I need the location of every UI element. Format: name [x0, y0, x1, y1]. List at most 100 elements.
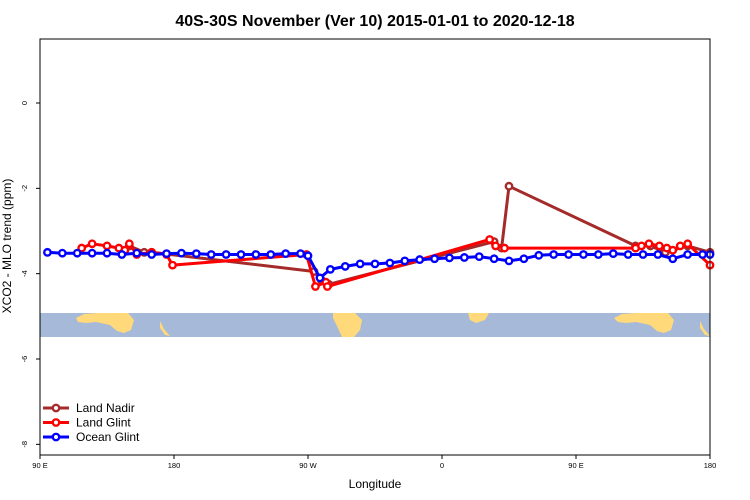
land-glint-point: [637, 241, 646, 251]
x-axis-label: Longitude: [349, 477, 402, 491]
y-tick-label: -6: [20, 356, 29, 363]
y-axis-label: XCO2 - MLO trend (ppm): [0, 179, 14, 314]
ocean-glint-point: [266, 250, 276, 259]
ocean-glint-point: [72, 248, 82, 258]
land-nadir-point: [504, 181, 514, 191]
land-glint-series: [77, 235, 715, 291]
ocean-glint-point: [504, 256, 514, 266]
chart-title: 40S-30S November (Ver 10) 2015-01-01 to …: [175, 13, 574, 30]
land-glint-point: [500, 243, 509, 253]
ocean-glint-point: [683, 250, 693, 259]
ocean-glint-point: [325, 264, 335, 274]
legend-marker: [51, 432, 61, 442]
ocean-glint-point: [534, 250, 544, 260]
ocean-glint-point: [459, 253, 469, 262]
ocean-glint-point: [355, 259, 365, 269]
new-zealand-land-left: [160, 321, 170, 336]
ocean-glint-point: [638, 250, 648, 259]
land-glint-point: [124, 239, 134, 249]
ocean-glint-point: [623, 250, 633, 259]
ocean-glint-point: [43, 247, 52, 257]
ocean-glint-point: [445, 253, 454, 263]
ocean-glint-point: [315, 273, 325, 283]
australia-land-left: [76, 313, 134, 333]
legend-item-land-nadir: Land Nadir: [43, 401, 135, 415]
ocean-glint-point: [191, 249, 201, 259]
ocean-glint-point: [117, 250, 127, 259]
ocean-glint-point: [251, 250, 261, 259]
ocean-glint-point: [102, 248, 112, 258]
ocean-glint-point: [87, 248, 97, 258]
legend-item-ocean-glint: Ocean Glint: [43, 430, 140, 444]
ocean-glint-point: [281, 249, 291, 259]
ocean-glint-point: [653, 250, 663, 259]
ocean-glint-series: [43, 247, 715, 283]
ocean-glint-point: [206, 250, 216, 259]
ocean-glint-point: [147, 250, 157, 259]
land-glint-point: [675, 241, 685, 251]
ocean-glint-point: [57, 248, 67, 258]
land-nadir-series: [124, 181, 715, 289]
ocean-glint-point: [668, 254, 678, 264]
series-layer: [43, 181, 715, 291]
ocean-glint-point: [593, 250, 603, 259]
ocean-glint-point: [303, 251, 313, 261]
ocean-glint-point: [549, 250, 559, 259]
land-glint-point: [322, 282, 332, 291]
ocean-glint-point: [236, 250, 246, 259]
land-glint-point: [644, 239, 654, 249]
land-glint-point: [668, 245, 678, 255]
ocean-glint-point: [519, 254, 529, 264]
land-glint-point: [491, 241, 500, 251]
land-glint-point: [102, 241, 112, 251]
ocean-band: [40, 313, 710, 337]
ocean-glint-point: [177, 248, 186, 258]
y-tick-label: -2: [20, 185, 29, 192]
legend-marker: [51, 418, 61, 427]
plot-frame: [39, 38, 711, 456]
x-tick-label: 180: [704, 461, 717, 470]
x-tick-label: 90 E: [32, 461, 47, 470]
x-tick-label: 90 E: [568, 461, 583, 470]
land-glint-point: [311, 282, 320, 291]
australia-land-right: [614, 313, 674, 333]
ocean-glint-point: [698, 250, 707, 259]
y-tick-label: -8: [20, 441, 29, 448]
legend-item-land-glint: Land Glint: [43, 416, 131, 430]
legend-marker: [51, 403, 61, 413]
land-glint-point: [683, 239, 693, 249]
ocean-glint-point: [400, 256, 410, 266]
ocean-glint-point: [221, 250, 231, 259]
y-tick-label: 0: [20, 101, 29, 105]
land-glint-point: [77, 243, 87, 253]
x-tick-label: 0: [440, 461, 444, 470]
land-glint-point: [654, 241, 664, 251]
land-nadir-line: [128, 184, 711, 286]
new-zealand-land-right: [700, 321, 710, 336]
ocean-glint-point: [430, 254, 439, 264]
ocean-glint-point: [489, 254, 499, 264]
legend-label: Ocean Glint: [76, 430, 140, 444]
x-tick-label: 180: [168, 461, 181, 470]
y-tick-label: -4: [20, 270, 29, 277]
ocean-glint-point: [474, 252, 484, 262]
ocean-glint-point: [370, 259, 380, 269]
land-glint-point: [485, 235, 495, 244]
legend-label: Land Glint: [76, 416, 131, 430]
ocean-glint-point: [415, 255, 425, 264]
land-glint-point: [168, 260, 177, 270]
ocean-glint-point: [564, 250, 573, 259]
ocean-glint-point: [608, 249, 618, 259]
land-glint-point: [87, 239, 97, 249]
ocean-glint-point: [579, 250, 588, 259]
south-america-land: [333, 313, 362, 337]
ticks-layer: 90 E 180 90 W 0 90 E 180 0 -2 -4 -6 -8: [20, 101, 716, 470]
ocean-glint-point: [162, 249, 171, 259]
map-band: [40, 313, 710, 337]
ocean-glint-point: [296, 249, 305, 259]
ocean-glint-point: [385, 258, 395, 268]
south-africa-land: [468, 313, 489, 323]
x-tick-label: 90 W: [299, 461, 317, 470]
